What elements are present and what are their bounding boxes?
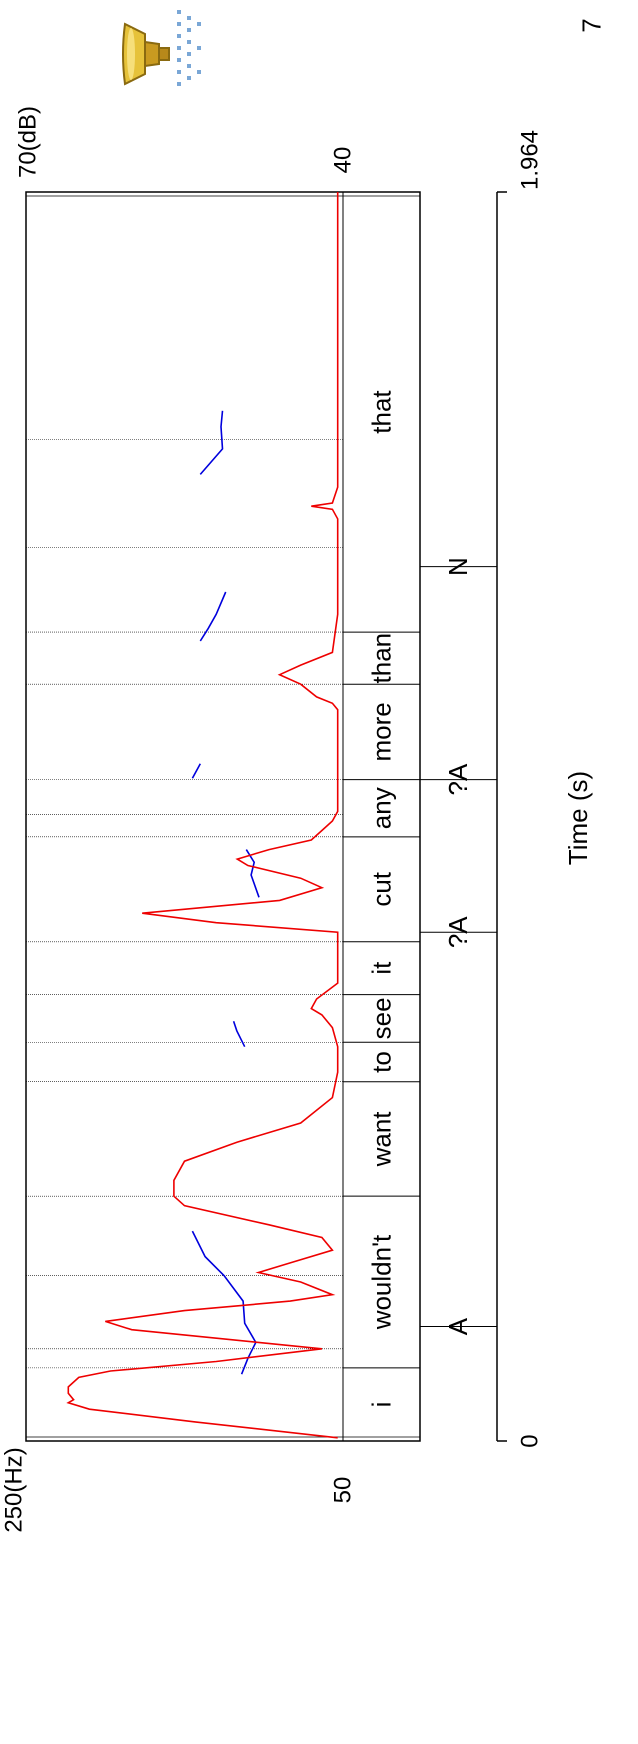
tone-label: A <box>443 1317 473 1335</box>
left-axis-bottom-label: 50 <box>330 1477 357 1504</box>
word-label: cut <box>367 871 397 906</box>
intensity-curve <box>66 192 339 1439</box>
speaker-body <box>122 22 170 86</box>
plot-frame <box>25 191 421 1442</box>
word-label: it <box>367 961 397 975</box>
right-axis-top-label: 70(dB) <box>15 106 42 178</box>
word-label: see <box>367 997 397 1039</box>
word-label: any <box>367 787 397 829</box>
tone-label: ?A <box>443 916 473 948</box>
word-label: to <box>367 1051 397 1073</box>
tone-label: N <box>443 557 473 576</box>
time-tick-label-end: 1.964 <box>517 130 544 190</box>
f0-curve <box>232 1021 246 1048</box>
word-label: want <box>367 1111 397 1168</box>
word-label: than <box>367 633 397 684</box>
sound-wave-dots <box>177 10 201 86</box>
f0-curve <box>199 591 227 642</box>
word-label: that <box>367 390 397 434</box>
word-label: more <box>367 702 397 761</box>
left-axis-top-label: 250(Hz) <box>1 1447 28 1532</box>
right-axis-bottom-label: 40 <box>330 147 357 174</box>
time-tick-label-start: 0 <box>517 1434 544 1447</box>
word-label: wouldn't <box>367 1234 397 1330</box>
speaker-icon[interactable] <box>117 2 212 106</box>
x-axis-label: Time (s) <box>563 771 593 865</box>
tone-label: ?A <box>443 763 473 795</box>
f0-curve <box>199 410 224 475</box>
f0-curve <box>191 1230 257 1375</box>
f0-curve <box>191 763 202 779</box>
f0-curve <box>245 849 260 898</box>
word-label: i <box>367 1402 397 1408</box>
